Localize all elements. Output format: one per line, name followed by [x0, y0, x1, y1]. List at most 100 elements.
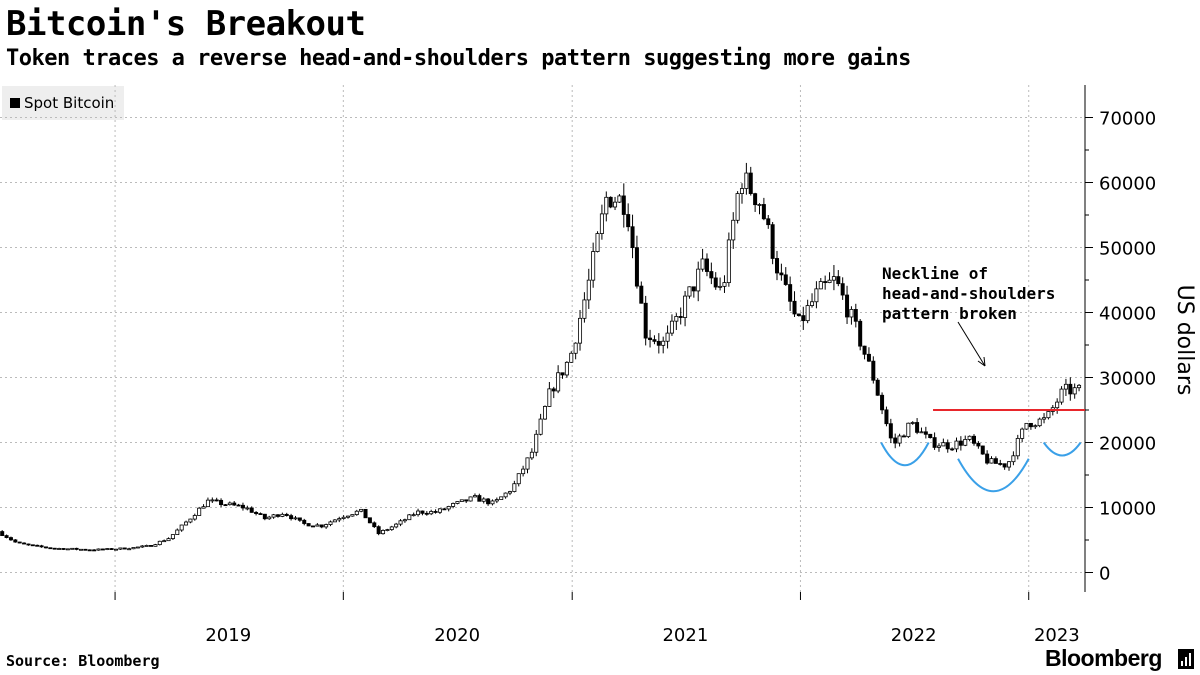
- candle-body: [582, 299, 587, 319]
- candle-body: [700, 258, 705, 270]
- candle-body: [980, 445, 985, 455]
- candle-body: [162, 540, 167, 543]
- candle-body: [1072, 387, 1077, 395]
- candle-body: [516, 473, 521, 485]
- candle-body: [175, 529, 180, 535]
- candle-body: [932, 437, 937, 448]
- candle-body: [319, 524, 324, 528]
- candle-body: [78, 548, 83, 551]
- candle-body: [1063, 383, 1068, 390]
- candles: [0, 162, 1082, 552]
- candle-body: [735, 193, 740, 221]
- candle-body: [726, 239, 731, 284]
- chart-subtitle: Token traces a reverse head-and-shoulder…: [6, 46, 911, 71]
- candle-body: [976, 442, 981, 447]
- candle-body: [993, 458, 998, 464]
- candle-body: [818, 281, 823, 290]
- candle-body: [468, 496, 473, 502]
- candle-body: [30, 544, 35, 547]
- chart-title: Bitcoin's Breakout: [6, 4, 366, 44]
- candle-body: [989, 458, 994, 464]
- candle-body: [783, 274, 788, 285]
- candle-body: [704, 258, 709, 272]
- candle-body: [788, 284, 793, 302]
- candle-body: [963, 439, 968, 446]
- candle-body: [22, 542, 27, 545]
- candle-body: [170, 534, 175, 540]
- candle-body: [376, 526, 381, 535]
- candle-body: [245, 507, 250, 510]
- candle-body: [796, 313, 801, 317]
- candle-body: [1077, 384, 1082, 389]
- candle-body: [363, 508, 368, 519]
- legend: Spot Bitcoin: [2, 86, 125, 120]
- candle-body: [442, 508, 447, 511]
- candle-body: [875, 379, 880, 396]
- candle-body: [713, 277, 718, 288]
- candle-body: [61, 548, 66, 550]
- y-tick-label: 40000: [1099, 304, 1156, 325]
- candle-body: [543, 406, 548, 420]
- candle-body: [985, 453, 990, 464]
- candle-body: [455, 501, 460, 504]
- candle-body: [595, 233, 600, 252]
- candle-body: [866, 353, 871, 362]
- candle-body: [284, 513, 289, 516]
- candle-body: [135, 546, 140, 549]
- candle-body: [744, 172, 749, 189]
- candle-body: [429, 511, 434, 515]
- candle-body: [971, 435, 976, 444]
- candle-body: [337, 518, 342, 521]
- candle-body: [836, 276, 841, 285]
- candle-body: [214, 499, 219, 502]
- candle-body: [766, 218, 771, 226]
- candle-body: [459, 499, 464, 502]
- candle-body: [280, 513, 285, 517]
- candle-body: [893, 437, 898, 444]
- candle-body: [888, 423, 893, 439]
- candle-body: [394, 523, 399, 528]
- candle-body: [1024, 422, 1029, 430]
- candle-body: [801, 315, 806, 322]
- candle-body: [525, 457, 530, 470]
- candle-body: [665, 332, 670, 342]
- candle-body: [1033, 425, 1038, 428]
- candle-body: [114, 548, 119, 551]
- candle-body: [293, 517, 298, 520]
- candle-body: [604, 196, 609, 215]
- legend-swatch: [10, 98, 20, 108]
- candle-body: [149, 545, 154, 547]
- candle-body: [140, 545, 145, 548]
- candle-body: [52, 547, 57, 550]
- candle-body: [547, 388, 552, 407]
- candle-body: [210, 499, 215, 502]
- candle-body: [407, 514, 412, 521]
- candle-body: [127, 548, 132, 551]
- candle-body: [954, 440, 959, 450]
- candle-body: [823, 281, 828, 284]
- candle-body: [8, 537, 13, 541]
- candle-body: [197, 507, 202, 516]
- y-tick-label: 30000: [1099, 369, 1156, 390]
- candle-body: [499, 496, 504, 500]
- y-tick-label: 20000: [1099, 434, 1156, 455]
- candle-body: [503, 492, 508, 498]
- candle-body: [919, 431, 924, 434]
- candle-body: [381, 530, 386, 535]
- candle-body: [521, 468, 526, 475]
- candle-body: [372, 522, 377, 528]
- candle-body: [74, 547, 79, 550]
- candle-body: [534, 433, 539, 453]
- candle-body: [4, 535, 9, 538]
- x-tick-label: 2023: [1034, 625, 1080, 646]
- candle-body: [420, 510, 425, 514]
- candle-body: [840, 283, 845, 296]
- candle-body: [249, 507, 254, 513]
- candle-body: [761, 204, 766, 220]
- candle-body: [936, 445, 941, 448]
- candle-body: [810, 301, 815, 306]
- candle-body: [617, 195, 622, 203]
- candle-body: [39, 545, 44, 548]
- candle-body: [849, 309, 854, 318]
- candle-body: [678, 316, 683, 318]
